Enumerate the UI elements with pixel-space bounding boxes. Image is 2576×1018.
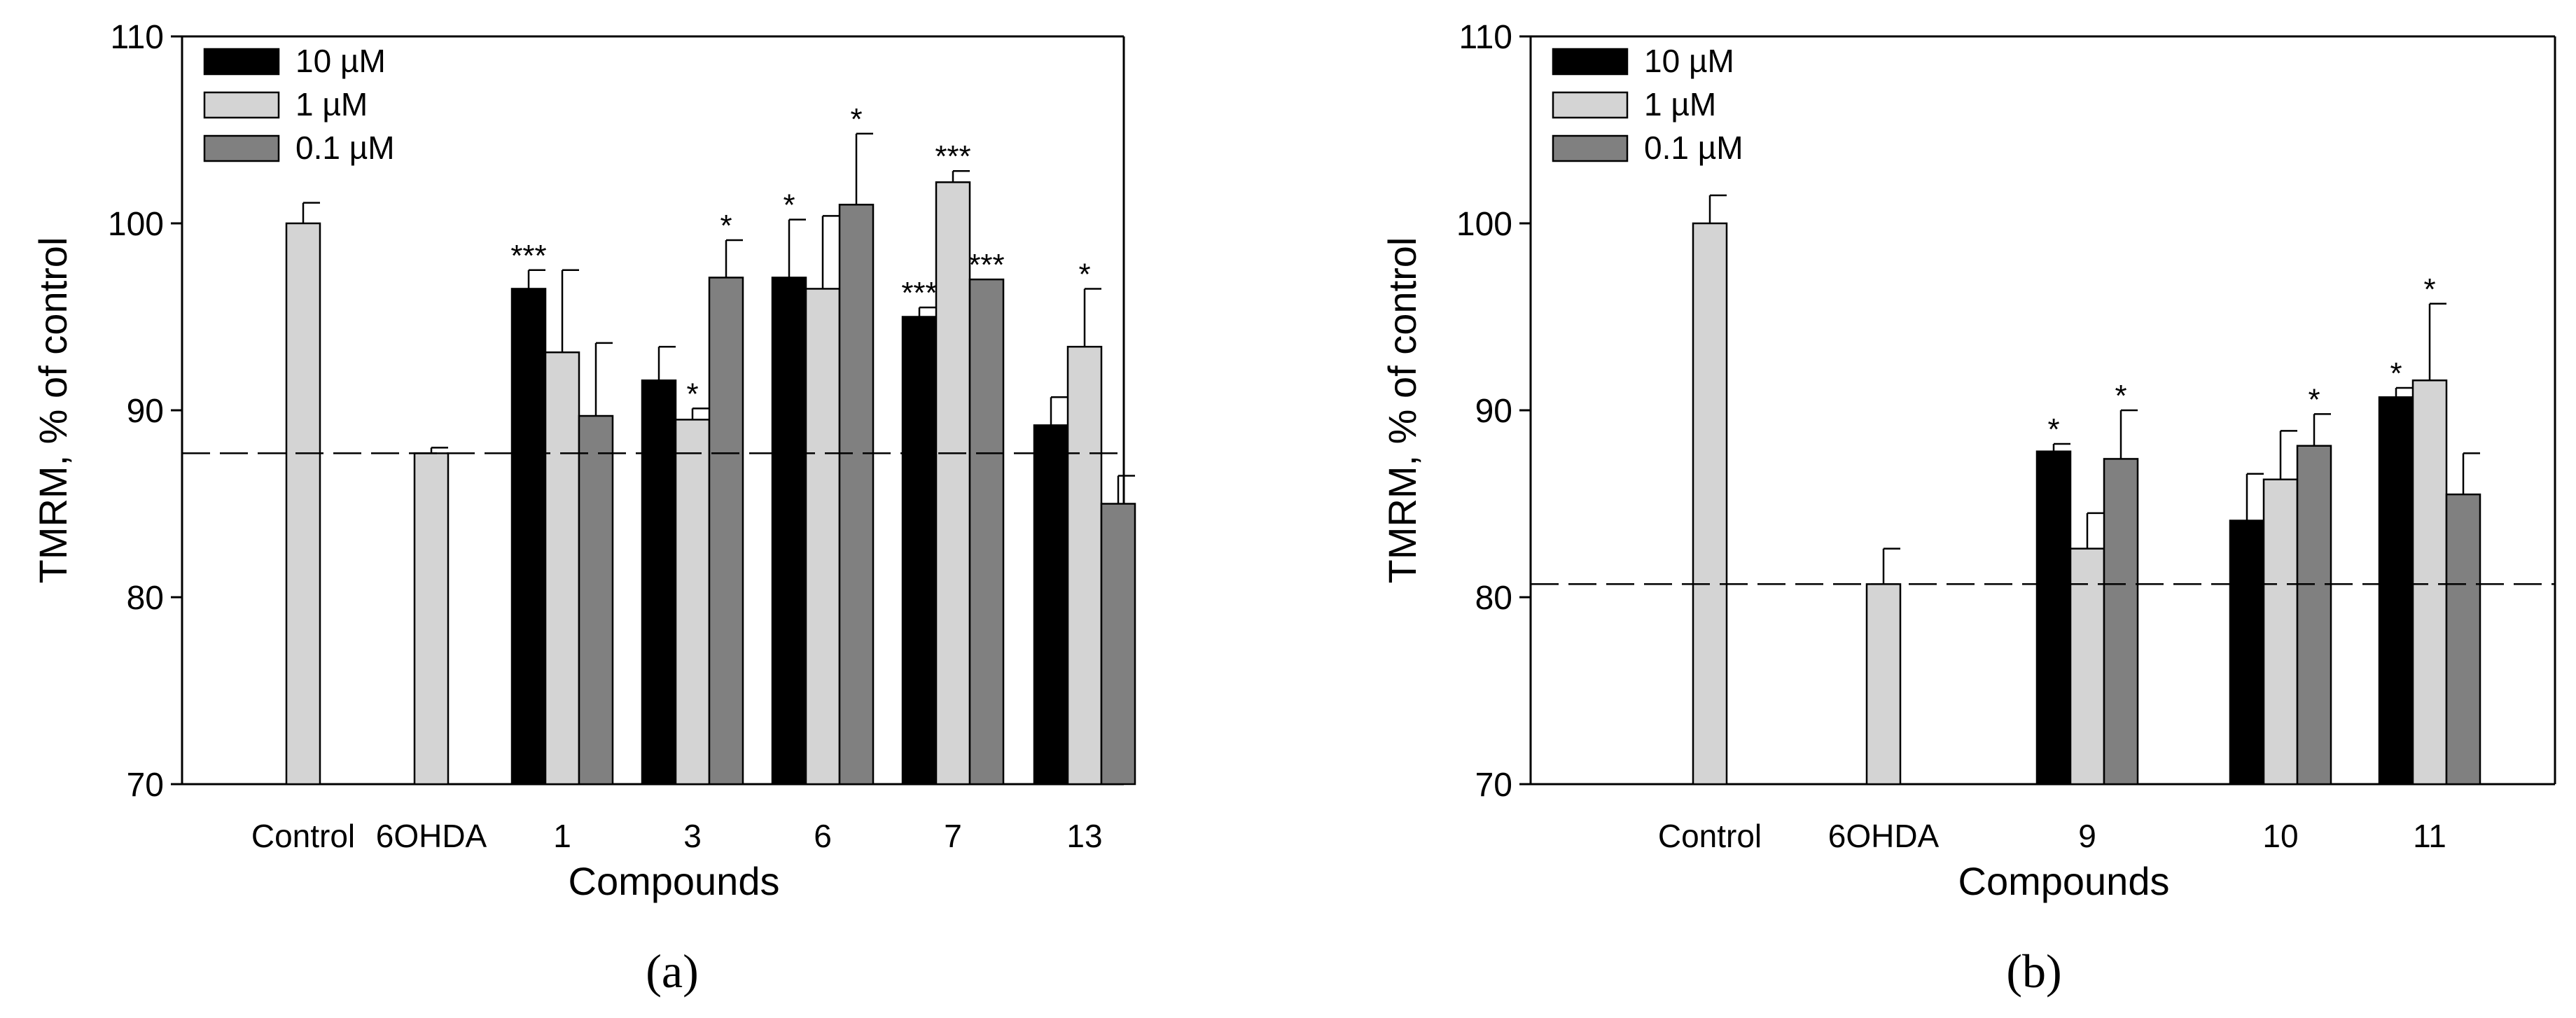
- chart-panel-a: 70 80 90 100 110 TMRM, % of control Control 6OH…: [31, 19, 1135, 998]
- bar: [2379, 397, 2413, 784]
- x-tick-label: 10: [2262, 818, 2298, 854]
- bar: [2264, 480, 2297, 784]
- significance-label: ***: [968, 248, 1004, 282]
- y-tick-label: 110: [1458, 19, 1512, 56]
- y-tick-label: 70: [1475, 767, 1512, 804]
- significance-label: *: [686, 377, 698, 411]
- chart-panel-b: 70 80 90 100 110 TMRM, % of control Control 6OH…: [1380, 19, 2555, 998]
- x-tick-label: 11: [2413, 818, 2446, 854]
- legend-swatch: [1553, 49, 1627, 74]
- significance-label: *: [850, 102, 862, 137]
- panel-label: (b): [2006, 944, 2061, 998]
- y-tick-label: 80: [127, 580, 164, 617]
- significance-label: ***: [510, 239, 546, 273]
- y-tick-label: 80: [1475, 580, 1512, 617]
- y-tick-label: 100: [108, 206, 164, 243]
- legend-swatch: [204, 49, 279, 74]
- bar: [415, 453, 448, 784]
- bar: [579, 416, 613, 784]
- bar: [1693, 223, 1727, 784]
- significance-label: *: [2308, 382, 2320, 417]
- x-tick-label: 7: [944, 818, 962, 854]
- bar: [642, 380, 676, 784]
- bar: [936, 182, 970, 784]
- x-tick-label: 6OHDA: [376, 818, 487, 854]
- figure-canvas: 708090100110TMRM, % of controlControl 6OH…: [0, 0, 2576, 1018]
- legend-label: 0.1 µM: [295, 130, 395, 166]
- significance-label: *: [783, 188, 795, 223]
- bar: [2037, 452, 2070, 784]
- bar: [2297, 446, 2331, 784]
- bar: [709, 277, 743, 784]
- legend-label: 10 µM: [1644, 43, 1734, 79]
- bar: [1034, 425, 1068, 784]
- x-tick-label: 13: [1066, 818, 1102, 854]
- significance-label: *: [2047, 412, 2059, 447]
- significance-label: ***: [935, 139, 970, 174]
- bar: [676, 419, 709, 784]
- legend-label: 0.1 µM: [1644, 130, 1743, 166]
- bar: [286, 223, 320, 784]
- bar: [772, 277, 806, 784]
- bar: [545, 352, 579, 784]
- legend-swatch: [1553, 136, 1627, 161]
- significance-label: *: [2390, 356, 2402, 391]
- significance-label: ***: [901, 276, 937, 310]
- legend-swatch: [1553, 92, 1627, 118]
- significance-label: *: [2115, 379, 2126, 413]
- significance-label: *: [2423, 272, 2435, 307]
- bar: [1068, 347, 1101, 784]
- bar: [2446, 494, 2480, 784]
- x-tick-label: Control: [1658, 818, 1762, 854]
- x-tick-label: Control: [251, 818, 355, 854]
- bar: [903, 317, 936, 785]
- bar: [840, 204, 873, 784]
- bar: [512, 288, 545, 784]
- bar: [2230, 521, 2264, 784]
- y-tick-label: 70: [127, 767, 164, 804]
- panel-label: (a): [646, 944, 698, 998]
- y-tick-label: 90: [1475, 393, 1512, 430]
- legend-label: 1 µM: [295, 86, 368, 123]
- x-tick-label: 1: [553, 818, 571, 854]
- y-tick-label: 90: [127, 393, 164, 430]
- legend-label: 10 µM: [295, 43, 386, 79]
- x-tick-label: 9: [2078, 818, 2096, 854]
- x-tick-label: 6OHDA: [1828, 818, 1940, 854]
- bar: [1867, 584, 1900, 784]
- bar: [806, 288, 840, 784]
- legend-label: 1 µM: [1644, 86, 1716, 123]
- x-tick-label: 3: [683, 818, 702, 854]
- bar: [1101, 504, 1135, 785]
- legend-swatch: [204, 92, 279, 118]
- y-axis-title: TMRM, % of control: [31, 237, 75, 584]
- legend-swatch: [204, 136, 279, 161]
- y-tick-label: 100: [1456, 206, 1512, 243]
- x-axis-title: Compounds: [1958, 859, 2170, 903]
- bar: [2104, 459, 2138, 784]
- bar: [970, 279, 1003, 784]
- bar: [2413, 380, 2446, 784]
- y-tick-label: 110: [110, 19, 164, 56]
- significance-label: *: [1078, 257, 1090, 291]
- x-tick-label: 6: [814, 818, 832, 854]
- x-axis-title: Compounds: [569, 859, 780, 903]
- significance-label: *: [720, 209, 732, 243]
- y-axis-title: TMRM, % of control: [1380, 237, 1424, 584]
